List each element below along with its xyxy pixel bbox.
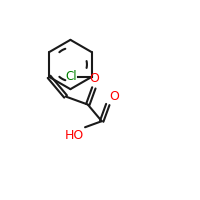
Text: O: O — [89, 72, 99, 85]
Text: HO: HO — [65, 129, 84, 142]
Text: O: O — [109, 90, 119, 103]
Text: Cl: Cl — [65, 70, 77, 83]
